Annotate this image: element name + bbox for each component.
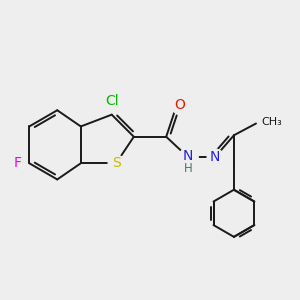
Text: N: N — [210, 150, 220, 164]
Text: S: S — [112, 156, 121, 170]
Text: N: N — [183, 149, 194, 163]
Text: CH₃: CH₃ — [261, 117, 282, 127]
Text: F: F — [14, 156, 22, 170]
Text: Cl: Cl — [105, 94, 119, 107]
Text: O: O — [174, 98, 185, 112]
Text: H: H — [184, 162, 193, 175]
